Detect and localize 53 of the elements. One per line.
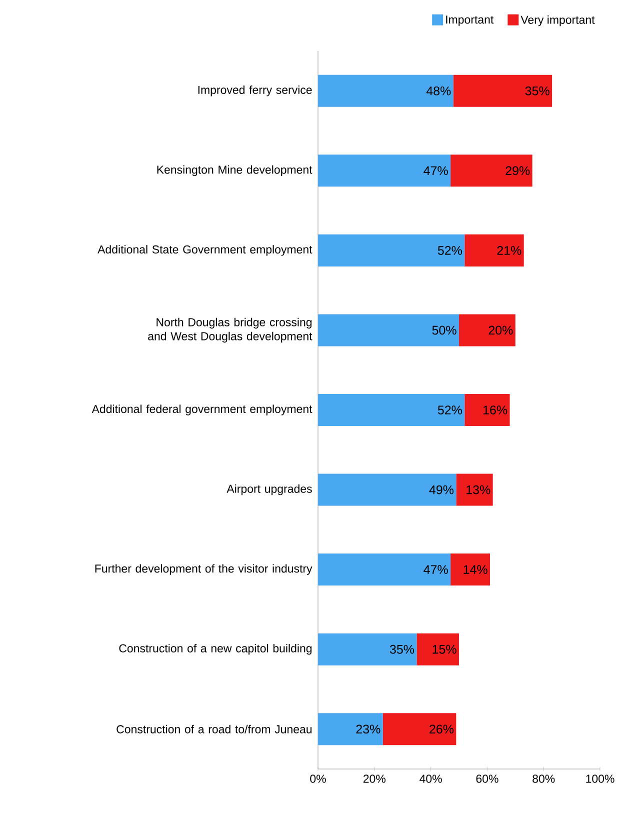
y-tick-label: Further development of the visitor industry (95, 564, 312, 575)
data-label: 50% (432, 326, 456, 335)
x-tick-label: 0% (310, 774, 326, 783)
bar (318, 633, 417, 666)
bar (450, 554, 490, 586)
x-tick-label: 20% (363, 774, 386, 783)
x-tick-label: 80% (532, 774, 555, 783)
data-label: 35% (525, 86, 550, 96)
data-label: 16% (484, 406, 508, 414)
bar (318, 554, 451, 586)
bar (318, 154, 451, 187)
y-tick-label: Additional federal government employment (92, 404, 312, 416)
x-tick-label: 40% (420, 774, 442, 783)
bar (382, 713, 456, 746)
x-tick-label: 60% (476, 774, 498, 783)
bar (318, 394, 465, 426)
data-label: 29% (506, 166, 530, 176)
data-label: 35% (390, 644, 414, 654)
y-tick-label: Additional State Government employment (98, 245, 312, 256)
bar (464, 394, 510, 426)
data-label: 14% (464, 565, 488, 574)
data-label: 47% (424, 565, 448, 574)
bar (318, 314, 459, 346)
data-label: 47% (424, 166, 448, 176)
x-tick-label: 100% (586, 774, 614, 783)
y-tick-label: Construction of a new capitol building (119, 644, 312, 655)
data-label: 21% (497, 246, 522, 255)
data-label: 20% (488, 326, 513, 335)
data-label: 52% (438, 406, 462, 414)
data-label: 23% (356, 724, 380, 734)
bar (456, 474, 493, 506)
bar (459, 314, 516, 346)
data-label: 26% (430, 724, 454, 734)
legend-label: Important (446, 16, 494, 26)
data-label: 52% (438, 246, 462, 255)
bar (450, 154, 532, 187)
data-label: 49% (429, 485, 454, 494)
bar (416, 633, 459, 666)
bar (464, 234, 524, 266)
bar (318, 474, 456, 506)
y-tick-label: Construction of a road to/from Juneau (116, 724, 312, 734)
y-tick-label: Airport upgrades (226, 484, 312, 496)
y-tick-label: Improved ferry service (198, 86, 312, 96)
legend-label: Very important (520, 15, 595, 26)
data-label: 48% (426, 86, 451, 96)
data-label: 15% (432, 644, 456, 654)
bar (318, 713, 383, 746)
bar (318, 74, 454, 107)
bar (453, 74, 552, 107)
data-label: 13% (466, 485, 490, 494)
y-tick-label: Kensington Mine development (157, 165, 312, 176)
bar (318, 234, 465, 266)
y-tick-label: North Douglas bridge crossing and West Douglas development (148, 318, 312, 343)
